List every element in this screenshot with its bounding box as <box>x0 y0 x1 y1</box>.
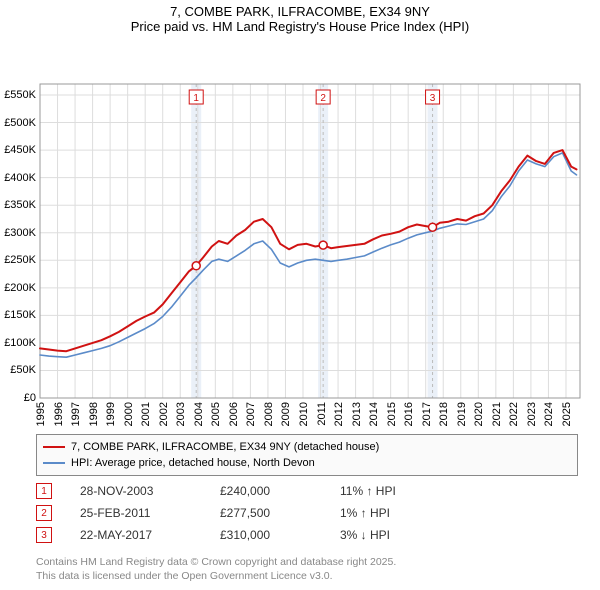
sale-date: 25-FEB-2011 <box>80 506 220 520</box>
chart-title-line2: Price paid vs. HM Land Registry's House … <box>0 19 600 38</box>
sale-marker-icon: 1 <box>36 483 52 499</box>
x-tick-label: 2008 <box>263 402 275 426</box>
attribution-line1: Contains HM Land Registry data © Crown c… <box>36 556 578 570</box>
svg-text:3: 3 <box>430 93 436 104</box>
x-tick-label: 2022 <box>508 402 520 426</box>
line-chart: 1 2 3 <box>0 38 600 428</box>
x-tick-label: 2001 <box>140 402 152 426</box>
sale-delta: 1% ↑ HPI <box>340 506 578 520</box>
x-tick-label: 2000 <box>123 402 135 426</box>
sale-date: 28-NOV-2003 <box>80 484 220 498</box>
sale-row: 3 22-MAY-2017£310,0003% ↓ HPI <box>36 524 578 546</box>
y-tick-label: £350K <box>0 199 36 211</box>
sale-price: £310,000 <box>220 528 340 542</box>
chart-area: 1 2 3 £0 £50K £100K £150K £200K £250K £300K £350K… <box>0 38 600 428</box>
x-tick-label: 2018 <box>438 402 450 426</box>
x-tick-label: 2014 <box>368 402 380 426</box>
y-tick-label: £0 <box>0 392 36 404</box>
x-tick-label: 2002 <box>158 402 170 426</box>
sale-row: 1 28-NOV-2003£240,00011% ↑ HPI <box>36 480 578 502</box>
x-tick-label: 2010 <box>298 402 310 426</box>
x-tick-label: 2006 <box>228 402 240 426</box>
attribution-text: Contains HM Land Registry data © Crown c… <box>36 556 578 583</box>
x-tick-label: 2016 <box>403 402 415 426</box>
x-tick-label: 2023 <box>526 402 538 426</box>
sale-delta: 11% ↑ HPI <box>340 484 578 498</box>
legend: 7, COMBE PARK, ILFRACOMBE, EX34 9NY (det… <box>36 434 578 476</box>
x-tick-label: 1997 <box>70 402 82 426</box>
x-tick-label: 2011 <box>316 402 328 426</box>
y-tick-label: £400K <box>0 172 36 184</box>
attribution-line2: This data is licensed under the Open Gov… <box>36 570 578 584</box>
y-tick-label: £550K <box>0 89 36 101</box>
x-tick-label: 1999 <box>105 402 117 426</box>
sale-row: 2 25-FEB-2011£277,5001% ↑ HPI <box>36 502 578 524</box>
svg-text:1: 1 <box>193 93 199 104</box>
x-tick-label: 2013 <box>351 402 363 426</box>
y-tick-label: £450K <box>0 144 36 156</box>
y-tick-label: £300K <box>0 227 36 239</box>
x-tick-label: 2007 <box>245 402 257 426</box>
x-tick-label: 2004 <box>193 402 205 426</box>
x-tick-label: 2017 <box>421 402 433 426</box>
x-tick-label: 2009 <box>280 402 292 426</box>
legend-swatch <box>43 446 65 448</box>
sale-marker-icon: 3 <box>36 527 52 543</box>
x-tick-label: 2024 <box>543 402 555 426</box>
x-tick-label: 1998 <box>88 402 100 426</box>
sales-table: 1 28-NOV-2003£240,00011% ↑ HPI 2 25-FEB-201… <box>36 480 578 546</box>
x-tick-label: 2020 <box>473 402 485 426</box>
x-tick-label: 2012 <box>333 402 345 426</box>
y-tick-label: £100K <box>0 337 36 349</box>
sale-date: 22-MAY-2017 <box>80 528 220 542</box>
y-tick-label: £250K <box>0 254 36 266</box>
y-tick-label: £50K <box>0 364 36 376</box>
legend-item: HPI: Average price, detached house, Nort… <box>43 455 571 471</box>
x-tick-label: 2015 <box>386 402 398 426</box>
x-tick-label: 1995 <box>35 402 47 426</box>
legend-item: 7, COMBE PARK, ILFRACOMBE, EX34 9NY (det… <box>43 439 571 455</box>
svg-text:2: 2 <box>320 93 326 104</box>
legend-swatch <box>43 462 65 464</box>
x-tick-label: 2025 <box>561 402 573 426</box>
sale-price: £277,500 <box>220 506 340 520</box>
x-tick-label: 2019 <box>456 402 468 426</box>
x-tick-label: 2021 <box>491 402 503 426</box>
y-tick-label: £150K <box>0 309 36 321</box>
x-tick-label: 2005 <box>210 402 222 426</box>
sale-marker-icon: 2 <box>36 505 52 521</box>
y-tick-label: £500K <box>0 117 36 129</box>
x-tick-label: 2003 <box>175 402 187 426</box>
x-tick-label: 1996 <box>53 402 65 426</box>
chart-title-line1: 7, COMBE PARK, ILFRACOMBE, EX34 9NY <box>0 0 600 19</box>
legend-label: 7, COMBE PARK, ILFRACOMBE, EX34 9NY (det… <box>71 439 379 455</box>
legend-label: HPI: Average price, detached house, Nort… <box>71 455 315 471</box>
y-tick-label: £200K <box>0 282 36 294</box>
sale-price: £240,000 <box>220 484 340 498</box>
sale-delta: 3% ↓ HPI <box>340 528 578 542</box>
